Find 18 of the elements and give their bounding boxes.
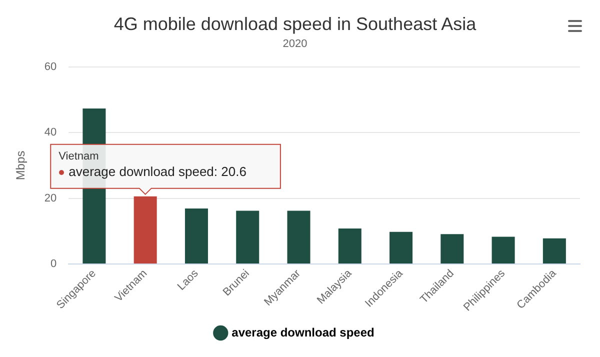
annotation: Vietnam: [58, 150, 99, 162]
legend-label: average download speed: [232, 325, 374, 340]
bar: [542, 238, 566, 264]
y-tick-label: 20: [44, 192, 57, 204]
annotation: average download speed: 20.6: [68, 164, 246, 179]
chart-subtitle: 2020: [282, 38, 308, 50]
y-tick-label: 40: [44, 126, 57, 139]
y-tick-label: 60: [44, 60, 57, 73]
bar: [184, 208, 208, 264]
y-tick-label: 0: [50, 258, 57, 270]
bar: [492, 236, 515, 264]
bar: [440, 234, 464, 264]
bar: [338, 228, 362, 264]
bar: [390, 232, 413, 264]
bar: [287, 210, 310, 264]
bar: [236, 210, 260, 264]
chart-title: 4G mobile download speed in Southeast Asia: [114, 14, 478, 34]
y-axis-title: Mbps: [14, 150, 28, 180]
